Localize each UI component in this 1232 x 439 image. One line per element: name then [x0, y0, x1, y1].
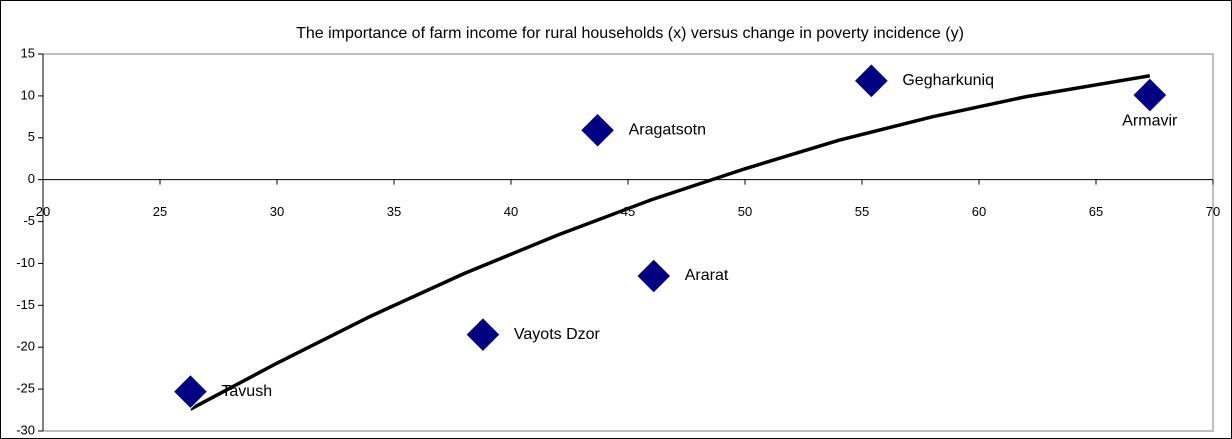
data-label: Gegharkuniq	[902, 72, 994, 89]
y-tick-label: -20	[16, 339, 35, 354]
x-tick-label: 35	[387, 204, 401, 219]
x-tick-label: 20	[36, 204, 50, 219]
point	[579, 112, 616, 148]
data-label: Vayots Dzor	[514, 326, 601, 343]
point	[853, 63, 890, 99]
y-tick-label: -5	[23, 213, 35, 228]
y-tick-label: -30	[16, 422, 35, 437]
x-tick-label: 30	[270, 204, 284, 219]
y-tick-label: 15	[21, 45, 35, 60]
y-tick-label: -15	[16, 297, 35, 312]
x-tick-label: 60	[972, 204, 986, 219]
x-tick-label: 50	[738, 204, 752, 219]
point	[465, 316, 501, 353]
data-label: Armavir	[1122, 112, 1178, 129]
x-tick-label: 25	[153, 204, 167, 219]
data-label: Aragatsotn	[629, 121, 706, 138]
trendline	[189, 74, 1151, 411]
point	[1132, 77, 1168, 113]
x-tick-label: 65	[1089, 204, 1103, 219]
data-label: Tavush	[221, 383, 272, 400]
x-tick-label: 40	[504, 204, 518, 219]
y-tick-label: -10	[16, 255, 35, 270]
data-label: Ararat	[685, 267, 729, 284]
y-tick-label: -25	[16, 381, 35, 396]
y-tick-label: 5	[28, 129, 35, 144]
y-tick-label: 0	[28, 171, 35, 186]
x-tick-label: 70	[1206, 204, 1220, 219]
point	[636, 258, 672, 294]
point	[172, 373, 209, 410]
chart-title: The importance of farm income for rural …	[296, 25, 964, 42]
x-tick-label: 55	[855, 204, 869, 219]
y-tick-label: 10	[21, 87, 35, 102]
